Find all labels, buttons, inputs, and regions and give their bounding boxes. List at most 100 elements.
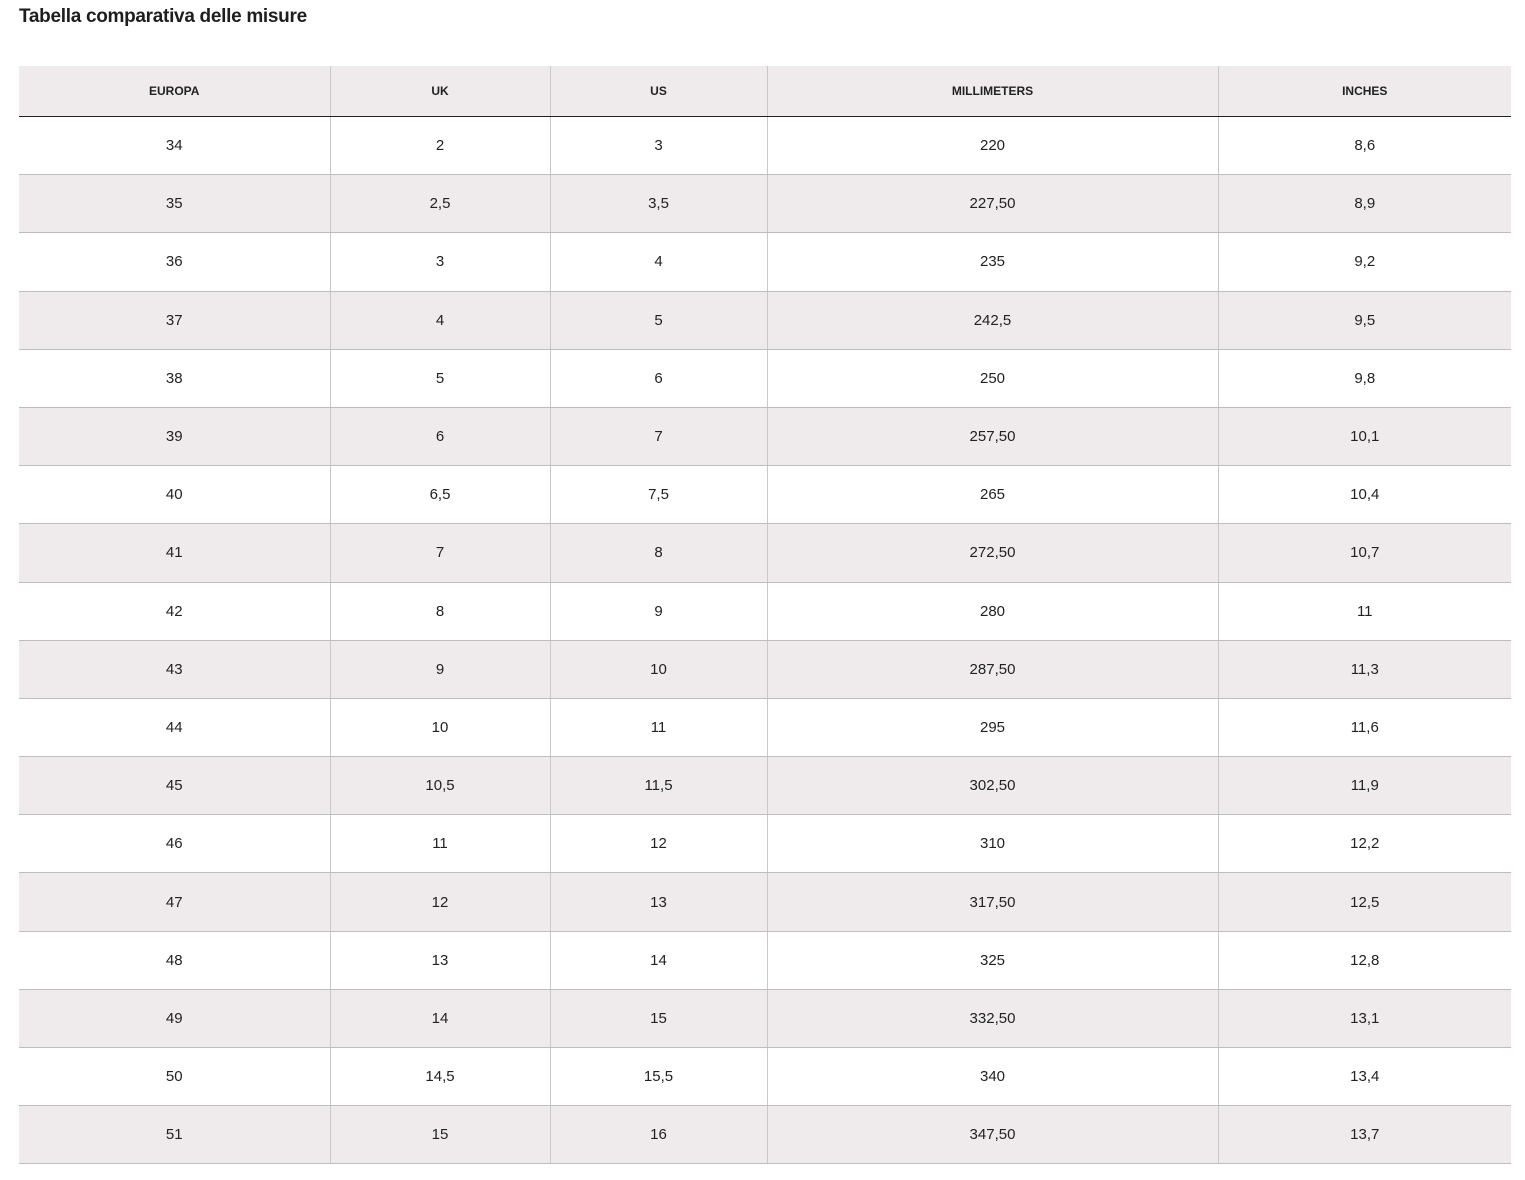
table-row: 43 9 10 287,50 11,3 — [19, 640, 1511, 699]
table-cell: 250 — [766, 349, 1218, 408]
table-cell: 10 — [329, 698, 550, 758]
table-cell: 39 — [19, 407, 330, 467]
table-cell: 11 — [549, 698, 767, 758]
table-cell: 43 — [19, 640, 330, 699]
table-cell: 6 — [549, 349, 767, 408]
table-cell: 12,8 — [1217, 931, 1511, 990]
table-cell: 40 — [19, 465, 330, 525]
table-cell: 9 — [549, 582, 767, 641]
table-cell: 6 — [329, 407, 550, 467]
table-row: 41 7 8 272,50 10,7 — [19, 523, 1511, 583]
table-cell: 9,5 — [1217, 291, 1511, 350]
table-row: 35 2,5 3,5 227,50 8,9 — [19, 174, 1511, 234]
table-cell: 5 — [549, 291, 767, 350]
table-cell: 45 — [19, 756, 330, 816]
table-row: 44 10 11 295 11,6 — [19, 698, 1511, 758]
table-cell: 11,3 — [1217, 640, 1511, 699]
table-cell: 287,50 — [766, 640, 1218, 699]
table-cell: 36 — [19, 232, 330, 292]
table-cell: 49 — [19, 989, 330, 1049]
table-row: 37 4 5 242,5 9,5 — [19, 291, 1511, 350]
table-cell: 310 — [766, 814, 1218, 874]
table-cell: 14 — [549, 931, 767, 990]
table-row: 36 3 4 235 9,2 — [19, 232, 1511, 292]
table-cell: 10,5 — [329, 756, 550, 816]
table-cell: 227,50 — [766, 174, 1218, 234]
table-cell: 14,5 — [329, 1047, 550, 1107]
table-cell: 37 — [19, 291, 330, 350]
table-cell: 10,1 — [1217, 407, 1511, 467]
table-cell: 272,50 — [766, 523, 1218, 583]
table-cell: 242,5 — [766, 291, 1218, 350]
table-cell: 235 — [766, 232, 1218, 292]
table-cell: 35 — [19, 174, 330, 234]
table-cell: 3 — [549, 116, 767, 176]
page-title: Tabella comparativa delle misure — [19, 6, 307, 27]
table-cell: 340 — [766, 1047, 1218, 1107]
table-cell: 13 — [549, 872, 767, 932]
table-cell: 41 — [19, 523, 330, 583]
table-cell: 265 — [766, 465, 1218, 525]
table-cell: 42 — [19, 582, 330, 641]
table-row: 47 12 13 317,50 12,5 — [19, 872, 1511, 932]
table-cell: 16 — [549, 1105, 767, 1165]
table-cell: 12 — [329, 872, 550, 932]
table-cell: 11 — [1217, 582, 1511, 641]
table-cell: 38 — [19, 349, 330, 408]
table-row: 40 6,5 7,5 265 10,4 — [19, 465, 1511, 525]
table-cell: 347,50 — [766, 1105, 1218, 1165]
table-cell: 9,8 — [1217, 349, 1511, 408]
size-table: EUROPA UK US MILLIMETERS INCHES 34 2 3 220 8,6 35… — [19, 66, 1511, 1165]
table-cell: 10,4 — [1217, 465, 1511, 525]
table-cell: 46 — [19, 814, 330, 874]
table-cell: 50 — [19, 1047, 330, 1107]
table-row: 38 5 6 250 9,8 — [19, 349, 1511, 408]
table-cell: 8 — [549, 523, 767, 583]
table-cell: 10 — [549, 640, 767, 699]
table-cell: 44 — [19, 698, 330, 758]
table-cell: 295 — [766, 698, 1218, 758]
table-cell: 13,1 — [1217, 989, 1511, 1049]
table-cell: 4 — [549, 232, 767, 292]
table-row: 42 8 9 280 11 — [19, 582, 1511, 641]
table-cell: 9 — [329, 640, 550, 699]
table-cell: 8 — [329, 582, 550, 641]
table-cell: 47 — [19, 872, 330, 932]
table-cell: 280 — [766, 582, 1218, 641]
table-cell: 10,7 — [1217, 523, 1511, 583]
table-row: 50 14,5 15,5 340 13,4 — [19, 1047, 1511, 1107]
table-cell: 48 — [19, 931, 330, 990]
table-cell: 8,9 — [1217, 174, 1511, 234]
column-header: US — [549, 66, 767, 117]
table-cell: 11,6 — [1217, 698, 1511, 758]
table-cell: 12,2 — [1217, 814, 1511, 874]
table-cell: 220 — [766, 116, 1218, 176]
table-cell: 15,5 — [549, 1047, 767, 1107]
table-cell: 325 — [766, 931, 1218, 990]
table-cell: 13,4 — [1217, 1047, 1511, 1107]
table-cell: 6,5 — [329, 465, 550, 525]
table-row: 39 6 7 257,50 10,1 — [19, 407, 1511, 467]
column-header: UK — [329, 66, 550, 117]
table-row: 45 10,5 11,5 302,50 11,9 — [19, 756, 1511, 816]
table-cell: 7,5 — [549, 465, 767, 525]
table-cell: 3,5 — [549, 174, 767, 234]
table-row: 51 15 16 347,50 13,7 — [19, 1105, 1511, 1165]
table-cell: 317,50 — [766, 872, 1218, 932]
table-cell: 15 — [549, 989, 767, 1049]
table-cell: 257,50 — [766, 407, 1218, 467]
column-header: INCHES — [1217, 66, 1511, 117]
table-cell: 3 — [329, 232, 550, 292]
table-cell: 51 — [19, 1105, 330, 1165]
table-cell: 4 — [329, 291, 550, 350]
table-cell: 11,9 — [1217, 756, 1511, 816]
table-body: 34 2 3 220 8,6 35 2,5 3,5 227,50 8,9 36 3 4 235 9,2 37 4… — [19, 116, 1511, 1165]
table-cell: 13 — [329, 931, 550, 990]
table-cell: 11,5 — [549, 756, 767, 816]
table-cell: 8,6 — [1217, 116, 1511, 176]
table-cell: 302,50 — [766, 756, 1218, 816]
table-cell: 2,5 — [329, 174, 550, 234]
table-row: 46 11 12 310 12,2 — [19, 814, 1511, 874]
table-cell: 15 — [329, 1105, 550, 1165]
